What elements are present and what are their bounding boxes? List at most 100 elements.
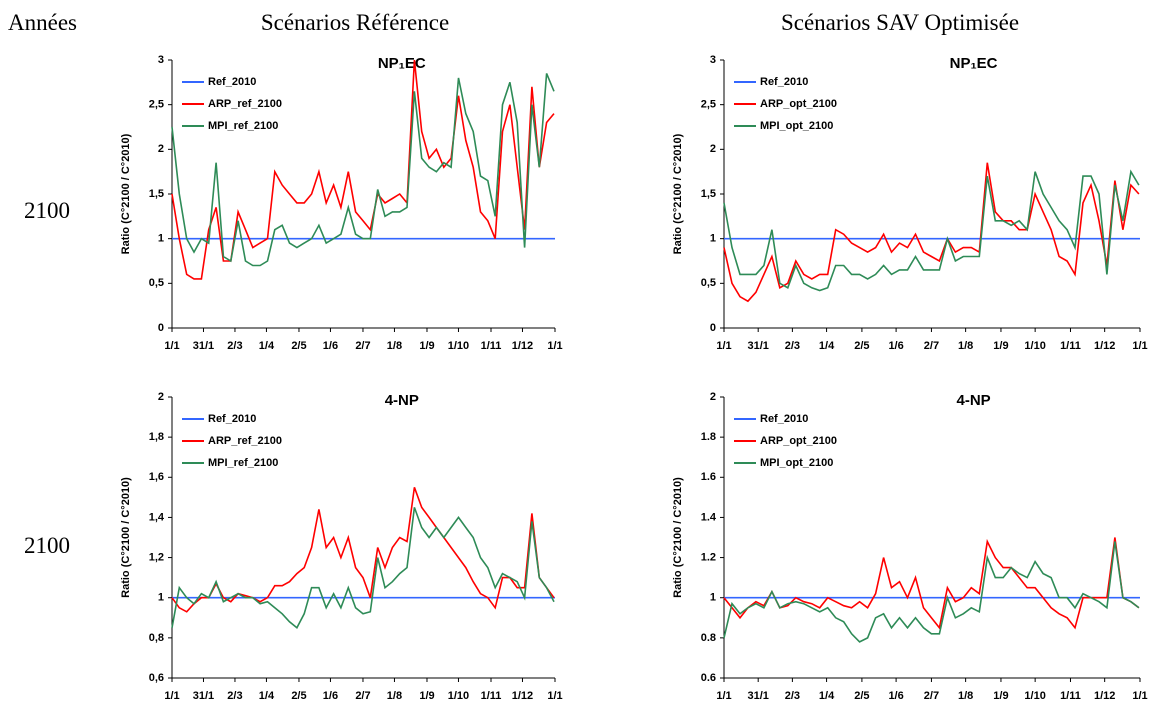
y-tick-label: 0,8 xyxy=(149,632,164,644)
series-line xyxy=(171,487,555,613)
y-tick-label: 0 xyxy=(710,322,716,334)
row-label: 2100 xyxy=(24,533,70,558)
legend-label: ARP_ref_2100 xyxy=(208,435,282,447)
series-line xyxy=(171,59,555,280)
legend-label: Ref_2010 xyxy=(208,76,256,88)
y-tick-label: 0,6 xyxy=(149,672,164,684)
x-tick-label: 1/1 xyxy=(1132,340,1147,352)
y-tick-label: 1 xyxy=(710,592,716,604)
y-tick-label: 1 xyxy=(158,592,164,604)
x-tick-label: 1/10 xyxy=(1024,340,1045,352)
y-tick-label: 1.2 xyxy=(701,551,716,563)
x-tick-label: 1/8 xyxy=(387,690,402,702)
y-axis-label: Ratio (C°2100 / C°2010) xyxy=(672,477,684,598)
x-tick-label: 2/5 xyxy=(854,690,869,702)
y-tick-label: 2 xyxy=(710,143,716,155)
x-tick-label: 1/4 xyxy=(819,690,835,702)
x-tick-label: 1/9 xyxy=(419,340,434,352)
x-tick-label: 2/7 xyxy=(355,690,370,702)
x-tick-label: 1/11 xyxy=(1060,690,1081,702)
legend-label: Ref_2010 xyxy=(760,413,808,425)
x-tick-label: 2/5 xyxy=(854,340,869,352)
y-tick-label: 0,5 xyxy=(149,277,164,289)
x-tick-label: 2/3 xyxy=(785,340,800,352)
legend-label: MPI_ref_2100 xyxy=(208,120,278,132)
x-tick-label: 1/9 xyxy=(993,340,1008,352)
x-tick-label: 1/1 xyxy=(164,340,179,352)
y-tick-label: 1.6 xyxy=(701,471,716,483)
y-tick-label: 2 xyxy=(158,143,164,155)
x-tick-label: 31/1 xyxy=(193,690,214,702)
row-label: 2100 xyxy=(24,198,70,223)
column-title: Scénarios SAV Optimisée xyxy=(781,10,1019,35)
chart-title: 4-NP xyxy=(957,392,991,409)
legend-label: Ref_2010 xyxy=(760,76,808,88)
x-tick-label: 1/4 xyxy=(259,340,275,352)
x-tick-label: 2/5 xyxy=(291,690,306,702)
x-tick-label: 1/1 xyxy=(716,340,731,352)
y-axis-label: Ratio (C°2100 / C°2010) xyxy=(120,477,132,598)
chart-title: 4-NP xyxy=(385,392,419,409)
x-tick-label: 1/12 xyxy=(512,340,533,352)
y-tick-label: 0.8 xyxy=(701,632,716,644)
legend-label: MPI_opt_2100 xyxy=(760,120,833,132)
x-tick-label: 1/12 xyxy=(512,690,533,702)
series-line xyxy=(171,73,555,267)
y-tick-label: 3 xyxy=(710,54,716,66)
legend-label: ARP_opt_2100 xyxy=(760,98,837,110)
series-line xyxy=(171,507,555,630)
x-tick-label: 1/10 xyxy=(448,690,469,702)
y-tick-label: 1,6 xyxy=(149,471,164,483)
x-tick-label: 1/6 xyxy=(323,340,338,352)
x-tick-label: 1/1 xyxy=(1132,690,1147,702)
x-tick-label: 1/1 xyxy=(164,690,179,702)
y-tick-label: 1,2 xyxy=(149,551,164,563)
x-tick-label: 1/6 xyxy=(323,690,338,702)
column-title: Scénarios Référence xyxy=(261,10,449,35)
x-tick-label: 1/10 xyxy=(448,340,469,352)
years-label: Années xyxy=(8,10,77,35)
x-tick-label: 1/12 xyxy=(1094,340,1115,352)
y-tick-label: 1,5 xyxy=(149,188,164,200)
x-tick-label: 2/3 xyxy=(227,690,242,702)
x-tick-label: 2/7 xyxy=(355,340,370,352)
y-tick-label: 1,8 xyxy=(149,431,164,443)
legend-label: ARP_ref_2100 xyxy=(208,98,282,110)
y-tick-label: 3 xyxy=(158,54,164,66)
y-tick-label: 1 xyxy=(158,233,164,245)
y-tick-label: 1 xyxy=(710,233,716,245)
chart-title: NP₁EC xyxy=(950,55,998,72)
x-tick-label: 31/1 xyxy=(747,340,768,352)
x-tick-label: 1/6 xyxy=(888,340,903,352)
y-axis-label: Ratio (C°2100 / C°2010) xyxy=(672,133,684,254)
x-tick-label: 1/12 xyxy=(1094,690,1115,702)
x-tick-label: 1/1 xyxy=(716,690,731,702)
series-line xyxy=(723,537,1140,630)
y-tick-label: 0,5 xyxy=(701,277,716,289)
x-tick-label: 1/4 xyxy=(259,690,275,702)
x-tick-label: 2/7 xyxy=(924,690,939,702)
x-tick-label: 2/3 xyxy=(785,690,800,702)
y-tick-label: 1,5 xyxy=(701,188,716,200)
series-line xyxy=(723,169,1140,292)
x-tick-label: 2/3 xyxy=(227,340,242,352)
series-line xyxy=(723,162,1140,303)
x-tick-label: 31/1 xyxy=(193,340,214,352)
series-line xyxy=(723,541,1140,643)
x-tick-label: 1/9 xyxy=(993,690,1008,702)
chart-title: NP₁EC xyxy=(378,55,426,72)
y-tick-label: 2 xyxy=(710,391,716,403)
legend-label: MPI_opt_2100 xyxy=(760,457,833,469)
x-tick-label: 1/9 xyxy=(419,690,434,702)
x-tick-label: 1/8 xyxy=(958,340,973,352)
x-tick-label: 1/1 xyxy=(547,340,562,352)
x-tick-label: 1/11 xyxy=(1060,340,1081,352)
x-tick-label: 1/8 xyxy=(958,690,973,702)
x-tick-label: 2/7 xyxy=(924,340,939,352)
x-tick-label: 1/4 xyxy=(819,340,835,352)
y-tick-label: 0 xyxy=(158,322,164,334)
y-tick-label: 1,4 xyxy=(149,511,165,523)
x-tick-label: 1/8 xyxy=(387,340,402,352)
legend-label: ARP_opt_2100 xyxy=(760,435,837,447)
